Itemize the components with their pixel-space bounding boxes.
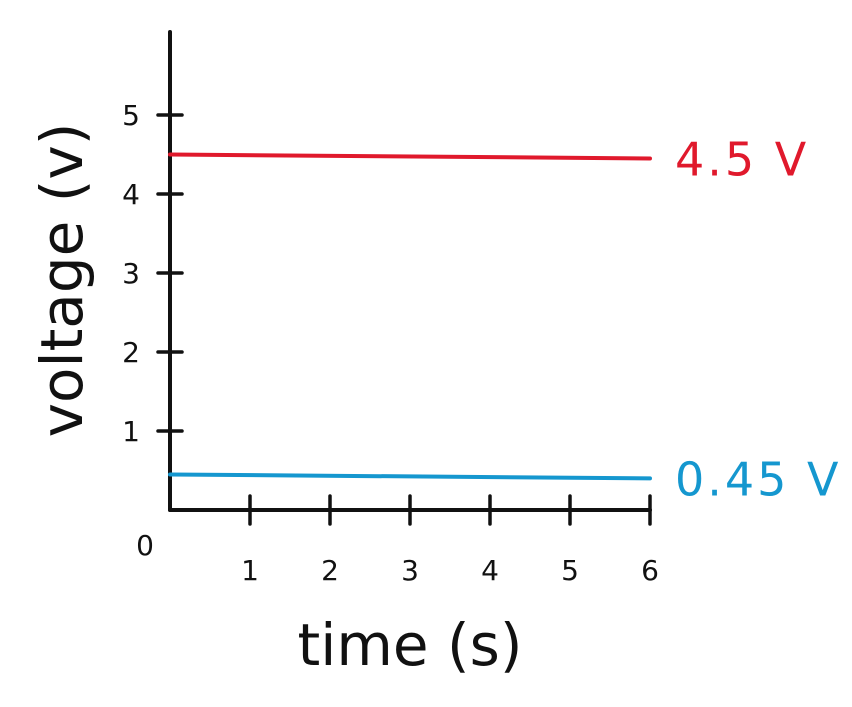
origin-label: 0	[136, 529, 154, 562]
series-line-0	[168, 152, 652, 161]
x-tick-label: 3	[401, 554, 419, 587]
x-tick-label: 6	[641, 554, 659, 587]
y-tick-label: 4	[122, 178, 140, 211]
axes	[168, 30, 652, 512]
x-tick-label: 4	[481, 554, 499, 587]
y-tick-label: 5	[122, 99, 140, 132]
y-axis-title: voltage (v)	[28, 123, 96, 438]
y-tick-label: 2	[122, 336, 140, 369]
series-annotation-0: 4.5 V	[675, 132, 809, 186]
y-tick-label: 1	[122, 415, 140, 448]
series-line-1	[168, 472, 652, 481]
y-tick-label: 3	[122, 257, 140, 290]
x-tick-label: 5	[561, 554, 579, 587]
series-annotation-1: 0.45 V	[675, 452, 842, 506]
x-tick-label: 1	[241, 554, 259, 587]
ticks: 1 2 3 4 5 1 2 3 4 5 6	[122, 99, 659, 587]
x-tick-label: 2	[321, 554, 339, 587]
x-axis-title: time (s)	[298, 611, 523, 679]
series: 4.5 V 0.45 V	[168, 132, 842, 506]
